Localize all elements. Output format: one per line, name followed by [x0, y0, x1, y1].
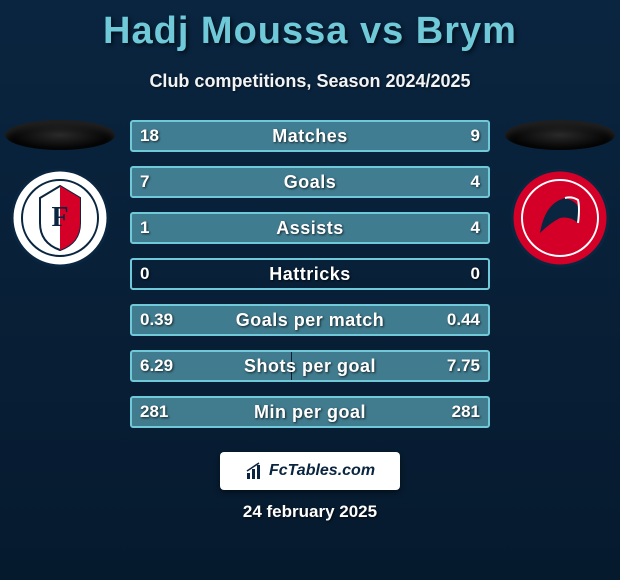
- stat-label: Goals per match: [132, 310, 488, 331]
- stat-value-right: 0.44: [447, 310, 480, 330]
- stat-value-right: 4: [471, 172, 480, 192]
- stat-value-right: 281: [452, 402, 480, 422]
- stat-row: 0.39Goals per match0.44: [130, 304, 490, 336]
- stat-row: 6.29Shots per goal7.75: [130, 350, 490, 382]
- stat-row: 1Assists4: [130, 212, 490, 244]
- stats-table: 18Matches9 7Goals4 1Assists4 0Hattricks0 0.3…: [130, 120, 490, 442]
- feyenoord-crest-icon: F: [10, 168, 110, 268]
- footer-date: 24 february 2025: [0, 502, 620, 522]
- stat-label: Assists: [132, 218, 488, 239]
- player-left-silhouette: [5, 120, 115, 150]
- team-right-crest: [510, 168, 610, 268]
- stat-label: Hattricks: [132, 264, 488, 285]
- stat-row: 0Hattricks0: [130, 258, 490, 290]
- almere-crest-icon: [510, 168, 610, 268]
- stat-row: 18Matches9: [130, 120, 490, 152]
- player-right-silhouette: [505, 120, 615, 150]
- brand-badge[interactable]: FcTables.com: [220, 452, 400, 490]
- player-right-column: [500, 120, 620, 268]
- stat-value-right: 4: [471, 218, 480, 238]
- player-left-column: F: [0, 120, 120, 268]
- team-left-crest: F: [10, 168, 110, 268]
- stat-label: Shots per goal: [132, 356, 488, 377]
- brand-text: FcTables.com: [269, 462, 375, 480]
- svg-text:F: F: [51, 202, 68, 233]
- stat-row: 281Min per goal281: [130, 396, 490, 428]
- stat-value-right: 9: [471, 126, 480, 146]
- stat-value-right: 0: [471, 264, 480, 284]
- stat-label: Goals: [132, 172, 488, 193]
- stat-value-right: 7.75: [447, 356, 480, 376]
- comparison-subtitle: Club competitions, Season 2024/2025: [0, 71, 620, 92]
- chart-icon: [245, 461, 265, 481]
- stat-label: Min per goal: [132, 402, 488, 423]
- comparison-title: Hadj Moussa vs Brym: [0, 0, 620, 53]
- stat-row: 7Goals4: [130, 166, 490, 198]
- stat-label: Matches: [132, 126, 488, 147]
